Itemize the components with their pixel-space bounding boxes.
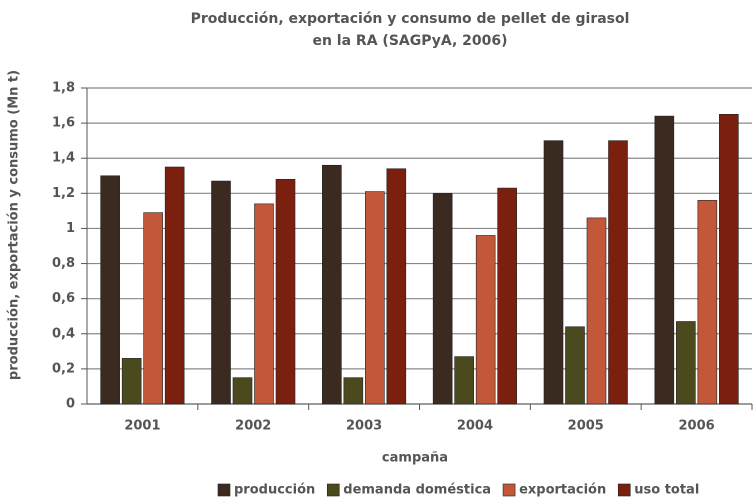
- y-axis-title: producción, exportación y consumo (Mn t): [7, 70, 22, 380]
- bar: [254, 203, 274, 405]
- bar: [322, 164, 342, 405]
- bar: [565, 326, 585, 405]
- bar: [454, 356, 474, 405]
- bar: [432, 193, 453, 405]
- bar: [697, 200, 718, 405]
- y-tick-label: 0,2: [52, 361, 75, 376]
- bar: [586, 217, 607, 405]
- y-tick-label: 0,6: [52, 291, 75, 306]
- bar: [365, 191, 385, 405]
- bar: [121, 358, 142, 405]
- bar: [275, 178, 296, 405]
- y-tick-label: 0: [66, 397, 75, 412]
- legend-label: demanda doméstica: [343, 483, 491, 498]
- x-axis-title: campaña: [382, 451, 448, 466]
- x-tick-label: 2006: [678, 419, 714, 434]
- legend-swatch: [502, 483, 516, 497]
- bar: [343, 377, 364, 405]
- legend-label: uso total: [634, 483, 699, 498]
- legend-swatch: [617, 483, 631, 497]
- bar: [543, 140, 564, 405]
- bar: [676, 321, 696, 405]
- y-tick-label: 1,8: [52, 81, 75, 96]
- bar: [719, 114, 739, 405]
- y-tick-label: 0,4: [52, 326, 75, 341]
- legend-label: producción: [234, 483, 315, 498]
- legend-label: exportación: [519, 483, 606, 498]
- bar: [386, 168, 407, 405]
- legend-swatch: [217, 483, 231, 497]
- bar: [164, 166, 185, 405]
- y-tick-label: 1,2: [52, 186, 75, 201]
- x-tick-label: 2004: [457, 419, 493, 434]
- y-tick-label: 1,4: [52, 151, 75, 166]
- chart-title: en la RA (SAGPyA, 2006): [312, 33, 507, 49]
- bar: [654, 115, 675, 405]
- y-tick-label: 1,6: [52, 116, 75, 131]
- x-tick-label: 2001: [124, 419, 160, 434]
- bar: [100, 175, 120, 405]
- x-tick-label: 2005: [568, 419, 604, 434]
- x-tick-label: 2002: [235, 419, 271, 434]
- x-tick-label: 2003: [346, 419, 382, 434]
- bar: [497, 187, 517, 405]
- bar: [232, 377, 253, 405]
- bar: [211, 180, 231, 405]
- bar: [608, 140, 628, 405]
- bar: [475, 235, 496, 405]
- chart-title: Producción, exportación y consumo de pel…: [191, 11, 630, 27]
- y-tick-label: 1: [66, 221, 75, 236]
- legend-swatch: [326, 483, 340, 497]
- bar: [143, 212, 163, 405]
- y-tick-label: 0,8: [52, 256, 75, 271]
